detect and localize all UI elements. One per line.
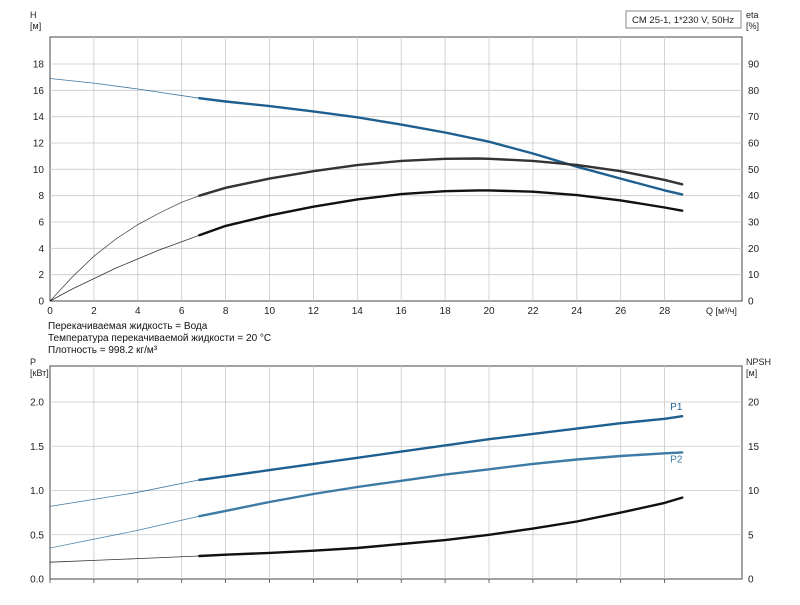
y-left-tick-label: 1.5 (30, 442, 44, 453)
series-eta_lower-thin (49, 234, 200, 302)
note-fluid: Перекачиваемая жидкость = Вода (48, 321, 208, 332)
y-right-tick-label: 10 (748, 270, 760, 281)
y-right-tick-label: 0 (748, 575, 754, 586)
y-right-tick-label: 5 (748, 530, 754, 541)
y-left-axis-title: P (30, 357, 36, 367)
y-left-tick-label: 14 (33, 112, 45, 123)
y-left-tick-label: 6 (38, 218, 44, 229)
y-right-tick-label: 15 (748, 442, 760, 453)
y-left-tick-label: 0 (38, 297, 44, 308)
y-right-tick-label: 60 (748, 139, 760, 150)
y-right-tick-label: 90 (748, 60, 760, 71)
y-left-axis-title: [кВт] (30, 368, 49, 378)
series-eta_upper-thin (49, 195, 200, 302)
x-tick-label: 16 (396, 306, 408, 317)
series-npsh-line (198, 496, 684, 558)
y-right-tick-label: 10 (748, 486, 760, 497)
model-legend-text: CM 25-1, 1*230 V, 50Hz (632, 15, 734, 26)
series-eta_lower-line (198, 189, 684, 237)
series-head-thin (49, 78, 200, 99)
note-temperature: Температура перекачиваемой жидкости = 20… (48, 333, 271, 344)
x-tick-label: 28 (659, 306, 671, 317)
x-tick-label: 24 (571, 306, 583, 317)
y-right-tick-label: 80 (748, 86, 760, 97)
y-left-tick-label: 0.5 (30, 530, 44, 541)
y-left-tick-label: 10 (33, 165, 45, 176)
model-legend-box: CM 25-1, 1*230 V, 50Hz (625, 10, 742, 29)
y-right-axis-title: eta (746, 10, 759, 20)
series-eta_upper-line (198, 157, 684, 197)
series-label-p1: P1 (670, 402, 683, 413)
x-tick-label: 14 (352, 306, 364, 317)
series-head-line (198, 97, 684, 196)
y-right-tick-label: 20 (748, 398, 760, 409)
series-label-p2: P2 (670, 454, 683, 465)
x-tick-label: 0 (47, 306, 53, 317)
note-density: Плотность = 998.2 кг/м³ (48, 345, 158, 356)
y-left-tick-label: 2.0 (30, 398, 44, 409)
y-right-tick-label: 40 (748, 191, 760, 202)
y-right-tick-label: 0 (748, 297, 754, 308)
y-left-tick-label: 1.0 (30, 486, 44, 497)
x-tick-label: 2 (91, 306, 97, 317)
y-right-axis-title: [м] (746, 368, 757, 378)
x-tick-label: 12 (308, 306, 320, 317)
series-p2-thin (49, 515, 200, 549)
series-p1-thin (49, 479, 200, 507)
series-p1-line (198, 415, 684, 482)
x-axis-title: Q [м³/ч] (706, 306, 737, 316)
x-tick-label: 20 (483, 306, 495, 317)
x-tick-label: 26 (615, 306, 627, 317)
y-right-tick-label: 30 (748, 218, 760, 229)
series-npsh-thin (49, 555, 200, 563)
x-tick-label: 10 (264, 306, 276, 317)
y-right-tick-label: 20 (748, 244, 760, 255)
y-left-tick-label: 4 (38, 244, 44, 255)
y-left-tick-label: 16 (33, 86, 45, 97)
y-left-tick-label: 2 (38, 270, 44, 281)
head-efficiency-chart: 0 2 4 6 8 10 12 14 16 18 20 22 24 26 28 Q [м³/ч]0246810… (30, 10, 760, 317)
y-left-axis-title: [м] (30, 21, 41, 31)
x-tick-label: 6 (179, 306, 185, 317)
y-left-tick-label: 18 (33, 60, 45, 71)
fluid-notes: Перекачиваемая жидкость = Вода Температу… (48, 321, 271, 356)
y-left-tick-label: 8 (38, 191, 44, 202)
x-tick-label: 22 (527, 306, 539, 317)
y-right-tick-label: 70 (748, 112, 760, 123)
y-right-tick-label: 50 (748, 165, 760, 176)
x-tick-label: 18 (440, 306, 452, 317)
y-right-axis-title: NPSH (746, 357, 771, 367)
y-left-axis-title: H (30, 10, 37, 20)
y-right-axis-title: [%] (746, 21, 759, 31)
series-p2-line (198, 451, 684, 518)
y-left-tick-label: 0.0 (30, 575, 44, 586)
x-tick-label: 8 (223, 306, 229, 317)
plot-frame (49, 365, 743, 580)
x-tick-label: 4 (135, 306, 141, 317)
y-left-tick-label: 12 (33, 139, 45, 150)
power-npsh-chart: 0.0 0.5 1.0 1.5 2.0 0 5 10 15 20 P[кВт] NPSH[м] P1 P2 (30, 357, 771, 586)
